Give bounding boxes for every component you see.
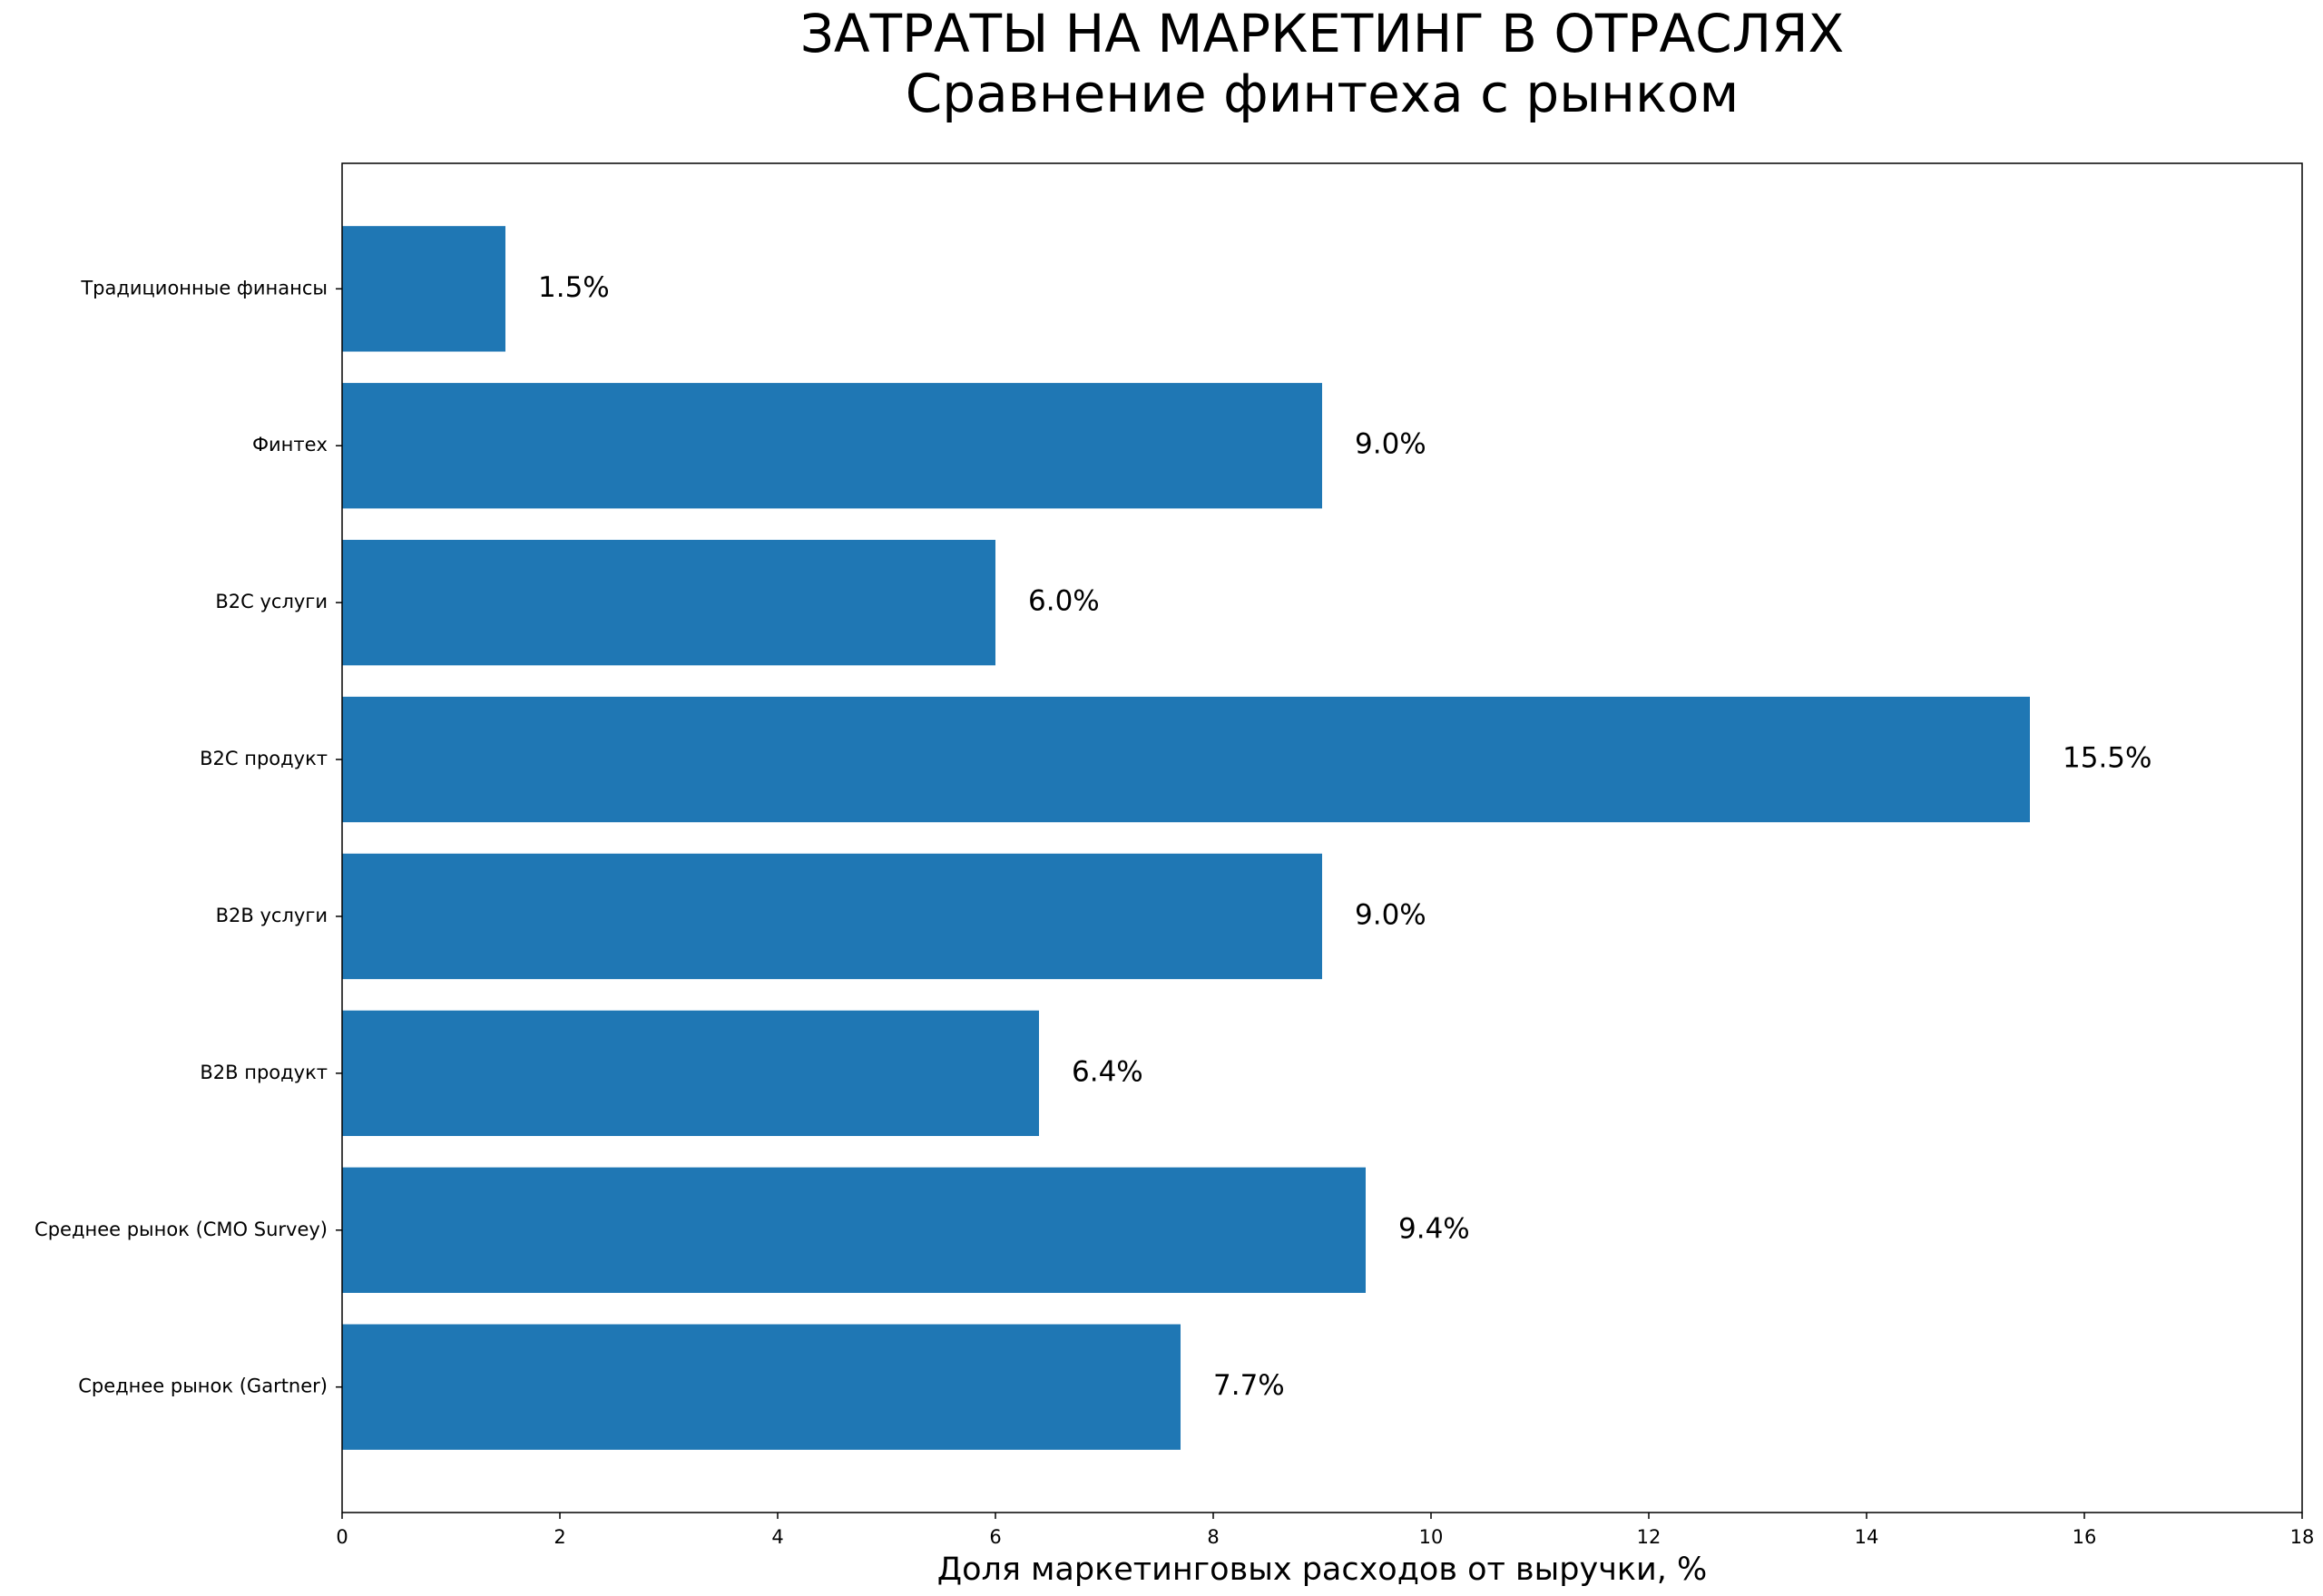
value-label: 15.5% <box>2063 742 2151 775</box>
y-tick-label: Финтех <box>252 434 328 455</box>
value-label: 7.7% <box>1213 1369 1285 1402</box>
value-label: 1.5% <box>538 271 610 304</box>
x-tick-label: 0 <box>336 1526 348 1548</box>
bar <box>342 539 995 666</box>
value-label: 6.0% <box>1028 585 1100 618</box>
y-tick-label: B2C услуги <box>215 591 328 612</box>
x-tick-label: 10 <box>1419 1526 1444 1548</box>
x-tick-label: 16 <box>2073 1526 2097 1548</box>
y-tick-label: Традиционные финансы <box>80 277 328 299</box>
x-tick-label: 8 <box>1207 1526 1219 1548</box>
x-tick-label: 2 <box>554 1526 565 1548</box>
bar <box>342 226 505 352</box>
x-tick-label: 18 <box>2290 1526 2315 1548</box>
bar <box>342 1010 1039 1137</box>
chart-title: ЗАТРАТЫ НА МАРКЕТИНГ В ОТРАСЛЯХ <box>800 3 1845 64</box>
x-tick-label: 6 <box>989 1526 1001 1548</box>
value-label: 6.4% <box>1072 1055 1143 1088</box>
x-tick-label: 4 <box>771 1526 783 1548</box>
y-tick-label: B2C продукт <box>200 748 328 769</box>
value-label: 9.0% <box>1355 898 1426 931</box>
bar <box>342 1324 1181 1450</box>
x-axis-label: Доля маркетинговых расходов от выручки, … <box>937 1552 1708 1588</box>
bar <box>342 383 1322 509</box>
bar <box>342 1167 1366 1293</box>
chart-subtitle: Сравнение финтеха с рынком <box>906 63 1739 124</box>
bar <box>342 853 1322 980</box>
y-tick-label: Среднее рынок (Gartner) <box>78 1376 328 1397</box>
value-label: 9.0% <box>1355 428 1426 461</box>
y-tick-label: B2B услуги <box>216 905 328 926</box>
x-tick-label: 12 <box>1637 1526 1661 1548</box>
y-tick-label: B2B продукт <box>200 1062 328 1083</box>
plot-frame <box>341 162 2303 1513</box>
y-tick-label: Среднее рынок (CMO Survey) <box>34 1219 328 1240</box>
x-tick-label: 14 <box>1855 1526 1879 1548</box>
bar <box>342 696 2030 823</box>
value-label: 9.4% <box>1398 1212 1470 1245</box>
